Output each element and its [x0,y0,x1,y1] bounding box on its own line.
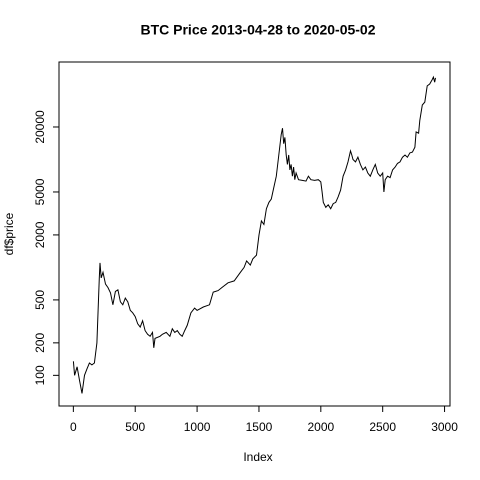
y-tick-label: 200 [33,333,47,353]
x-tick-label: 1500 [246,420,273,434]
x-axis-label: Index [243,450,272,464]
chart-title: BTC Price 2013-04-28 to 2020-05-02 [140,22,375,38]
y-axis-label: df$price [2,212,16,255]
price-line [72,75,436,394]
x-tick-label: 500 [125,420,145,434]
y-tick-label: 2000 [33,221,47,248]
x-tick-label: 1000 [184,420,211,434]
y-tick-label: 5000 [33,178,47,205]
y-tick-label: 100 [33,365,47,385]
x-tick-label: 2500 [369,420,396,434]
y-tick-label: 500 [33,290,47,310]
y-tick-label: 20000 [33,110,47,144]
x-tick-label: 2000 [307,420,334,434]
x-tick-label: 3000 [431,420,458,434]
plot-frame [58,61,451,407]
x-tick-label: 0 [70,420,77,434]
